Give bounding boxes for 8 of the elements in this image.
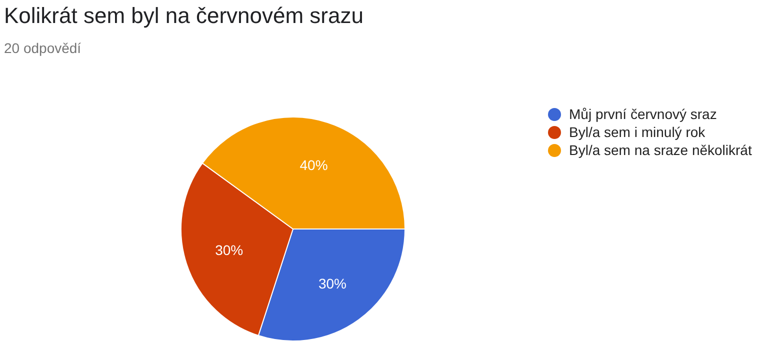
data-label: 30% xyxy=(215,242,244,258)
legend-label: Byl/a sem na sraze několikrát xyxy=(569,142,752,158)
legend-label: Byl/a sem i minulý rok xyxy=(569,124,706,140)
data-label: 40% xyxy=(300,157,328,174)
chart-title: Kolikrát sem byl na červnovém srazu xyxy=(4,3,364,29)
text: 20 odpovědí xyxy=(4,40,82,56)
legend-label: Můj první červnový sraz xyxy=(569,106,717,122)
data-label: 30% xyxy=(318,275,347,292)
